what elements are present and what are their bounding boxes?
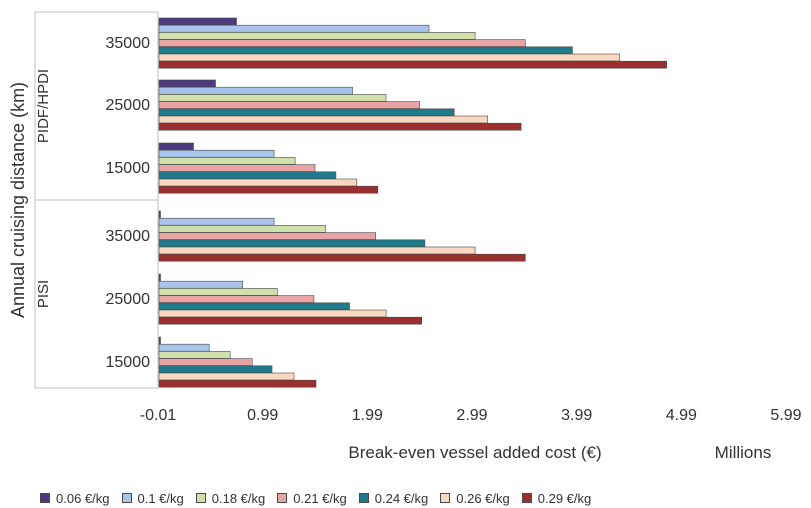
bar-0-18-kg-pisi-15000 xyxy=(158,351,231,359)
bar-0-18-kg-pidf-hpdi-35000 xyxy=(158,32,476,40)
x-axis-unit: Millions xyxy=(715,443,772,462)
legend-swatch xyxy=(358,493,369,503)
bar-0-21-kg-pidf-hpdi-35000 xyxy=(158,39,526,47)
legend-item: 0.24 €/kg xyxy=(358,490,429,506)
category-label: 25000 xyxy=(106,291,151,308)
legend-item: 0.18 €/kg xyxy=(195,490,266,506)
bar-0-24-kg-pisi-25000 xyxy=(158,302,350,311)
legend-swatch xyxy=(121,493,132,503)
legend-item: 0.06 €/kg xyxy=(40,491,110,506)
bar-0-24-kg-pisi-35000 xyxy=(158,239,426,248)
group-label: PIDF/HPDI xyxy=(35,69,52,143)
bar-0-1-kg-pisi-25000 xyxy=(158,280,243,289)
bar-0-1-kg-pisi-15000 xyxy=(158,343,210,352)
bar-0-29-kg-pidf-hpdi-35000 xyxy=(158,60,667,69)
bar-0-29-kg-pidf-hpdi-25000 xyxy=(158,122,522,131)
group-label: PISI xyxy=(35,280,52,308)
bar-0-29-kg-pisi-35000 xyxy=(158,253,526,262)
bar-0-18-kg-pidf-hpdi-15000 xyxy=(158,157,296,165)
bar-0-26-kg-pisi-25000 xyxy=(158,309,387,318)
bar-0-18-kg-pisi-35000 xyxy=(158,225,326,233)
legend-swatch xyxy=(40,493,50,503)
bar-0-1-kg-pisi-35000 xyxy=(158,217,275,226)
legend-label: 0.26 €/kg xyxy=(456,490,510,506)
legend-label: 0.18 €/kg xyxy=(211,490,266,506)
bar-0-18-kg-pisi-25000 xyxy=(158,288,278,296)
bar-0-06-kg-pisi-15000 xyxy=(158,336,161,345)
x-tick-label: 1.99 xyxy=(352,407,383,424)
bar-0-06-kg-pidf-hpdi-15000 xyxy=(158,142,194,151)
category-label: 15000 xyxy=(106,354,151,371)
bar-0-24-kg-pisi-15000 xyxy=(158,365,273,374)
bar-0-06-kg-pidf-hpdi-35000 xyxy=(158,17,237,26)
bar-0-29-kg-pisi-15000 xyxy=(158,379,317,388)
bar-0-21-kg-pisi-35000 xyxy=(158,232,376,240)
x-tick-label: 0.99 xyxy=(247,407,278,424)
bar-0-21-kg-pidf-hpdi-25000 xyxy=(158,101,420,109)
legend-swatch xyxy=(440,493,451,503)
legend-swatch xyxy=(521,493,532,503)
legend-item: 0.21 €/kg xyxy=(277,491,347,506)
category-label: 35000 xyxy=(106,35,151,52)
x-tick-label: 3.99 xyxy=(561,407,592,424)
bar-chart: 35000 25000 15000 PIDF/HPDI 35000 25000 15000 P… xyxy=(8,11,802,462)
bar-0-06-kg-pidf-hpdi-25000 xyxy=(158,79,216,88)
bar-0-24-kg-pidf-hpdi-35000 xyxy=(158,46,573,55)
bar-0-29-kg-pisi-25000 xyxy=(158,316,423,325)
bar-0-21-kg-pisi-15000 xyxy=(158,358,253,366)
category-label: 35000 xyxy=(106,228,151,245)
legend-swatch xyxy=(277,493,288,503)
legend-swatch xyxy=(195,493,206,503)
legend-label: 0.29 €/kg xyxy=(537,490,592,506)
y-axis-title: Annual cruising distance (km) xyxy=(8,82,28,318)
bar-0-18-kg-pidf-hpdi-25000 xyxy=(158,94,387,102)
legend-label: 0.06 €/kg xyxy=(56,490,110,506)
legend-item: 0.1 €/kg xyxy=(121,490,184,506)
legend-label: 0.21 €/kg xyxy=(293,490,347,506)
legend-item: 0.26 €/kg xyxy=(440,491,510,506)
legend: 0.06 €/kg 0.1 €/kg 0.18 €/kg 0.21 €/kg 0.24 … xyxy=(40,488,811,508)
bar-0-24-kg-pidf-hpdi-25000 xyxy=(158,108,455,117)
x-axis-title: Break-even vessel added cost (€) xyxy=(348,443,601,462)
bar-0-21-kg-pidf-hpdi-15000 xyxy=(158,164,316,172)
bar-0-29-kg-pidf-hpdi-15000 xyxy=(158,185,379,194)
x-tick-label: 2.99 xyxy=(456,407,487,424)
category-label: 15000 xyxy=(106,160,151,177)
bar-0-06-kg-pisi-35000 xyxy=(158,210,161,219)
bar-0-26-kg-pidf-hpdi-35000 xyxy=(158,53,620,62)
bar-0-06-kg-pisi-25000 xyxy=(158,273,161,282)
x-tick-label: -0.01 xyxy=(140,407,177,424)
legend-label: 0.1 €/kg xyxy=(137,490,184,506)
bar-0-1-kg-pidf-hpdi-25000 xyxy=(158,86,353,95)
bar-0-26-kg-pisi-15000 xyxy=(158,372,295,381)
legend-item: 0.29 €/kg xyxy=(521,490,592,506)
x-tick-label: 4.99 xyxy=(666,407,697,424)
x-tick-label: 5.99 xyxy=(770,407,801,424)
bar-0-24-kg-pidf-hpdi-15000 xyxy=(158,171,337,180)
bar-0-1-kg-pidf-hpdi-35000 xyxy=(158,24,430,33)
legend-label: 0.24 €/kg xyxy=(374,490,429,506)
bar-0-26-kg-pisi-35000 xyxy=(158,246,476,255)
category-label: 25000 xyxy=(106,97,151,114)
bar-0-26-kg-pidf-hpdi-15000 xyxy=(158,178,358,187)
bar-0-26-kg-pidf-hpdi-25000 xyxy=(158,115,489,124)
bar-0-1-kg-pidf-hpdi-15000 xyxy=(158,149,275,158)
bar-0-21-kg-pisi-25000 xyxy=(158,295,315,303)
